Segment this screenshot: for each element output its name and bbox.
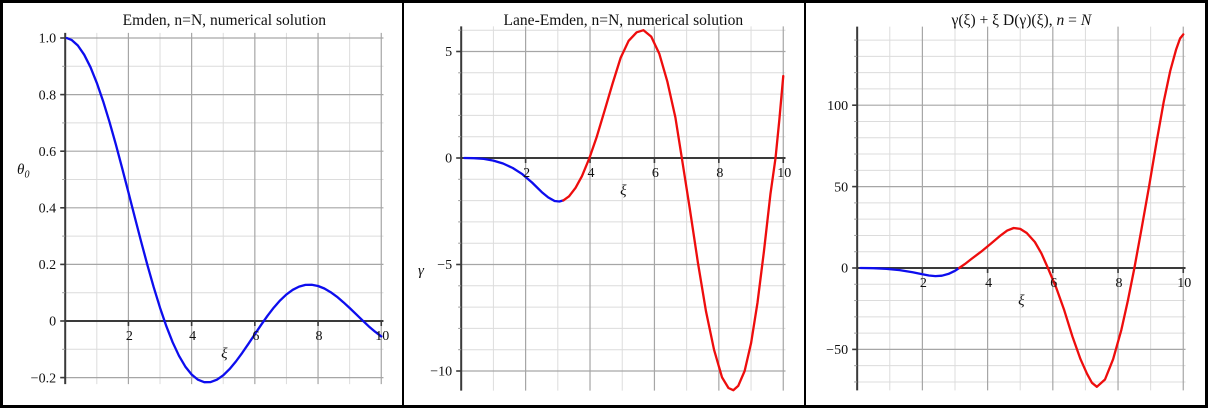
y-tick-label: 0 (445, 152, 452, 167)
curve-combo-outer (957, 33, 1185, 388)
y-tick-label: 50 (834, 180, 848, 195)
x-tick-label: 10 (375, 329, 389, 344)
x-tick-label: 2 (523, 166, 530, 181)
gamma-combination-plot: γ(ξ) + ξ D(γ)(ξ), n = N 100 50 0 −50 2 4 6 8 10 ξ (826, 12, 1191, 391)
plot-title: Lane-Emden, n=N, numerical solution (504, 12, 744, 29)
y-tick-label: −0.2 (31, 371, 56, 386)
emden-plot: Emden, n=N, numerical solution 1.0 0.8 0.6 0… (17, 12, 389, 386)
x-tick-label: 10 (1177, 276, 1191, 291)
axes (851, 26, 1186, 391)
labels: Emden, n=N, numerical solution 1.0 0.8 0.6 0… (17, 12, 389, 386)
x-tick-label: 4 (985, 276, 992, 291)
axes (60, 32, 384, 385)
y-tick-label: −10 (431, 365, 453, 380)
x-axis-label: ξ (620, 183, 627, 199)
plot-cell-emden: Emden, n=N, numerical solution 1.0 0.8 0.6 0… (3, 3, 403, 405)
x-tick-label: 6 (1050, 276, 1057, 291)
y-tick-label: 5 (445, 45, 452, 60)
x-tick-label: 2 (126, 329, 133, 344)
curve-gamma-outer (562, 29, 785, 392)
grid-lines (856, 26, 1186, 391)
series (65, 36, 383, 384)
x-tick-label: 8 (1115, 276, 1122, 291)
x-axis-label: ξ (1018, 293, 1025, 309)
x-tick-label: 8 (316, 329, 323, 344)
curve-theta0-sinc (65, 36, 383, 384)
grid-lines (65, 32, 384, 385)
y-tick-label: 0 (841, 262, 848, 277)
plot-cell-gamma-combination: γ(ξ) + ξ D(γ)(ξ), n = N 100 50 0 −50 2 4 6 8 10 ξ (803, 3, 1205, 405)
y-tick-label: −50 (826, 343, 848, 358)
curve-gamma-inner (463, 156, 565, 203)
x-tick-label: 4 (588, 166, 595, 181)
x-tick-label: 2 (920, 276, 927, 291)
plot-title: Emden, n=N, numerical solution (123, 12, 327, 29)
y-tick-label: 0.4 (39, 202, 57, 217)
x-tick-label: 8 (717, 166, 724, 181)
grid-lines (461, 26, 786, 391)
plot-title: γ(ξ) + ξ D(γ)(ξ), n = N (950, 12, 1092, 29)
x-tick-label: 6 (252, 329, 259, 344)
x-tick-label: 10 (778, 166, 792, 181)
y-tick-label: 0.8 (39, 88, 57, 103)
x-tick-label: 4 (189, 329, 196, 344)
y-tick-label: −5 (438, 258, 453, 273)
series (858, 33, 1185, 388)
y-tick-label: 0.2 (39, 258, 57, 273)
y-axis-label: γ (418, 263, 425, 279)
series (463, 29, 785, 392)
x-tick-label: 6 (652, 166, 659, 181)
axes (456, 26, 786, 391)
curve-combo-inner (858, 266, 961, 278)
labels: Lane-Emden, n=N, numerical solution 5 0 −5 −… (418, 12, 791, 380)
x-axis-label: ξ (221, 346, 228, 362)
y-tick-label: 0.6 (39, 145, 57, 160)
y-axis-label: θ0 (17, 162, 29, 180)
lane-emden-plot: Lane-Emden, n=N, numerical solution 5 0 −5 −… (418, 12, 792, 392)
labels: γ(ξ) + ξ D(γ)(ξ), n = N 100 50 0 −50 2 4 6 8 10 ξ (826, 12, 1191, 358)
plot-cell-lane-emden: Lane-Emden, n=N, numerical solution 5 0 −5 −… (402, 3, 804, 405)
y-tick-label: 100 (827, 99, 848, 114)
y-tick-label: 1.0 (39, 32, 57, 47)
y-tick-label: 0 (49, 315, 56, 330)
